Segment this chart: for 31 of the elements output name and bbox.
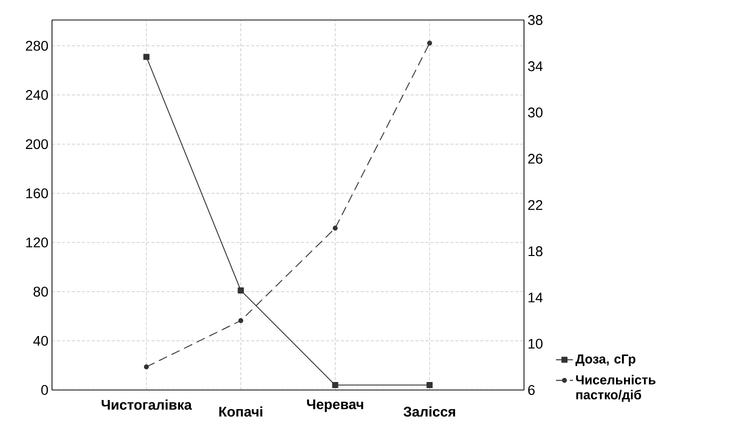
y2-tick-label: 34	[528, 61, 543, 72]
legend-label: Доза, сГр	[576, 354, 636, 366]
point	[427, 40, 432, 46]
x-tick-label: Черевач	[307, 400, 364, 412]
x-tick-label: Копачі	[219, 406, 262, 417]
y2-tick-label: 30	[528, 108, 542, 118]
point	[238, 318, 244, 324]
y2-tick-label: 18	[528, 246, 542, 256]
y2-tick-label: 14	[528, 292, 543, 302]
y-tick-label: 240	[26, 90, 48, 100]
point	[238, 287, 244, 294]
point	[426, 382, 433, 388]
y2-tick-label: 22	[528, 200, 542, 210]
y-tick-label: 120	[26, 238, 48, 248]
y-tick-label: 160	[26, 188, 48, 198]
point	[144, 364, 149, 370]
legend-label: Чисельність пастко/діб	[576, 374, 656, 402]
y2-tick-label: 38	[528, 15, 542, 25]
y-tick-label: 280	[26, 40, 48, 51]
x-tick-label: Залісся	[403, 406, 456, 417]
y-tick-label: 200	[26, 139, 48, 150]
y2-tick-label: 10	[528, 338, 542, 349]
y2-tick-label: 26	[528, 154, 542, 164]
y-tick-label: 80	[34, 286, 48, 297]
y-tick-label: 40	[33, 336, 48, 346]
point	[332, 226, 338, 231]
x-tick-label: Чистогалівка	[102, 400, 192, 410]
y2-tick-label: 6	[528, 385, 535, 395]
point	[143, 54, 150, 60]
y-tick-label: 0	[41, 385, 48, 395]
point	[332, 382, 338, 388]
